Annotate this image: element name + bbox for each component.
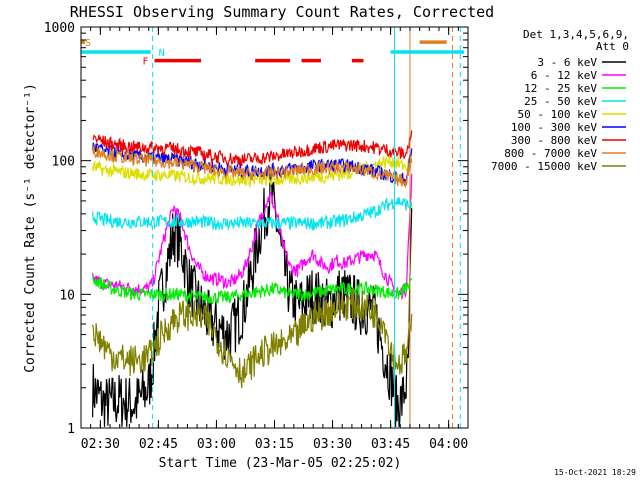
series-3-6-kev-line <box>92 166 413 427</box>
y-tick-label: 100 <box>52 155 75 170</box>
series-7000-15000-kev-line <box>92 288 413 389</box>
x-axis-label: Start Time (23-Mar-05 02:25:02) <box>159 456 402 471</box>
y-axis-label: Corrected Count Rate (s⁻¹ detector⁻¹) <box>23 83 38 373</box>
x-tick-label: 03:30 <box>313 437 352 452</box>
axes: 02:30 02:45 03:00 03:15 03:30 03:45 04:00 1 10 10… <box>44 21 469 452</box>
series-300-800-kev-line <box>92 130 413 167</box>
y-tick-label: 1 <box>67 422 75 437</box>
legend-label: 7000 - 15000 keV <box>491 160 597 173</box>
series-6-12-kev-line <box>92 173 413 300</box>
chart-title: RHESSI Observing Summary Count Rates, Co… <box>70 3 494 21</box>
legend-label: 100 - 300 keV <box>511 121 597 134</box>
x-tick-label: 02:30 <box>81 437 120 452</box>
flag-f-label: F <box>143 57 149 68</box>
legend-header-line: Att 0 <box>596 40 629 53</box>
legend-label: 50 - 100 keV <box>518 108 598 121</box>
footer-date: 15-Oct-2021 18:29 <box>554 468 636 477</box>
x-tick-label: 03:00 <box>197 437 236 452</box>
legend-label: 300 - 800 keV <box>511 134 597 147</box>
x-tick-label: 04:00 <box>429 437 468 452</box>
legend-header-line: Det 1,3,4,5,6,9, <box>523 28 629 41</box>
x-tick-label: 03:45 <box>371 437 410 452</box>
legend-label: 12 - 25 keV <box>524 82 597 95</box>
series-800-7000-kev-line <box>92 143 413 188</box>
y-tick-label: 10 <box>59 288 75 303</box>
plot-area: S NF <box>81 27 465 428</box>
y-tick-label: 1000 <box>44 21 75 36</box>
legend-label: 6 - 12 keV <box>531 69 598 82</box>
x-tick-label: 03:15 <box>255 437 294 452</box>
flag-n-label: N <box>159 48 165 59</box>
legend-label: 3 - 6 keV <box>537 56 597 69</box>
series-25-50-kev-line <box>92 196 413 232</box>
series-12-25-kev-line <box>92 274 413 305</box>
x-tick-label: 02:45 <box>139 437 178 452</box>
legend-label: 800 - 7000 keV <box>504 147 597 160</box>
legend-label: 25 - 50 keV <box>524 95 597 108</box>
flag-s-label: S <box>85 38 91 49</box>
